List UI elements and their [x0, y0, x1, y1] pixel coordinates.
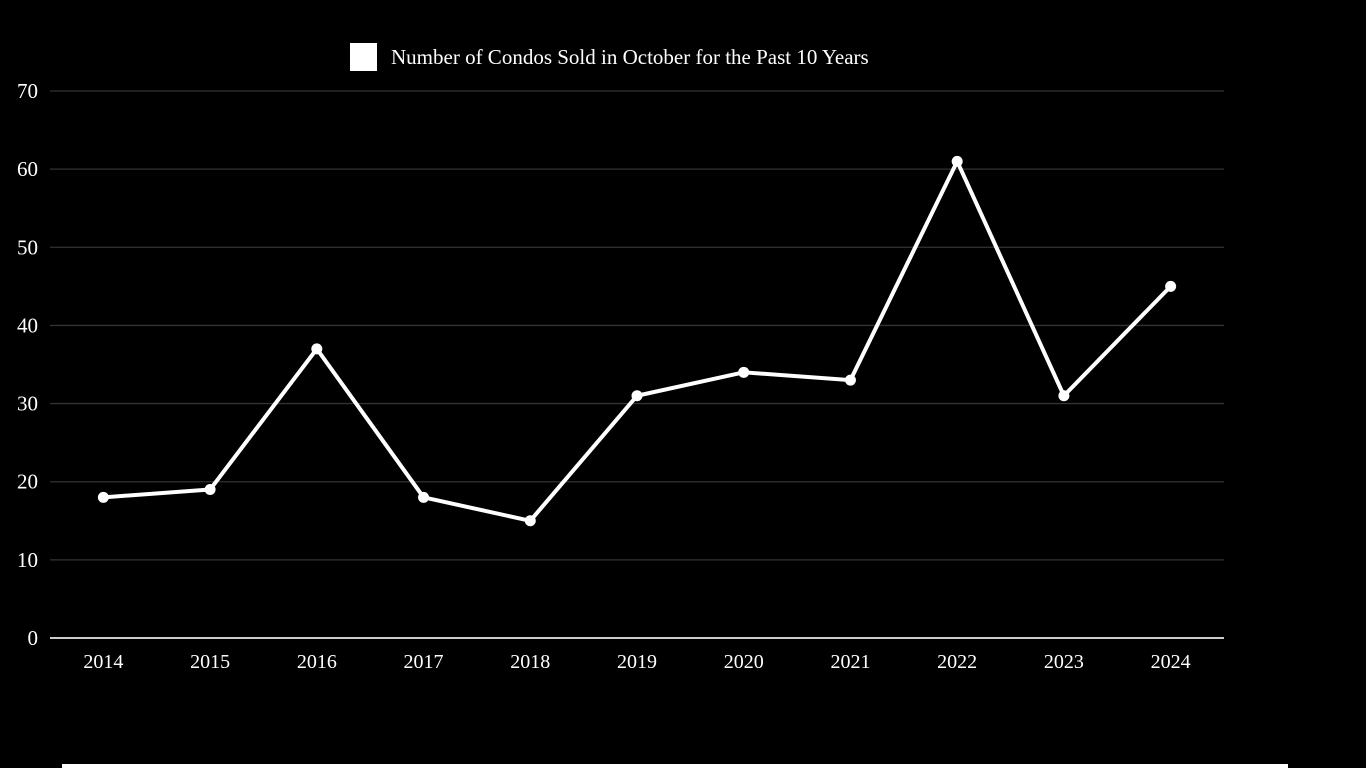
x-axis-tick-label: 2018 [510, 651, 550, 673]
x-axis-tick-label: 2023 [1044, 651, 1084, 673]
data-point-marker [418, 491, 430, 503]
data-point-marker [1165, 280, 1177, 292]
line-chart-plot-area: 0 10 20 30 40 50 60 70 2014 2015 2016 2017 2018 2019 2… [17, 79, 1224, 673]
y-axis-tick-label: 70 [17, 79, 38, 103]
legend-swatch-icon [350, 43, 377, 71]
x-axis-tick-label: 2019 [617, 651, 657, 673]
x-axis-tick-label: 2014 [83, 651, 123, 673]
data-point-marker [844, 374, 856, 386]
y-axis-tick-label: 30 [17, 392, 38, 416]
y-axis-tick-label: 0 [28, 626, 39, 650]
data-point-marker [738, 366, 750, 378]
data-point-marker [1058, 390, 1070, 402]
x-axis-tick-label: 2015 [190, 651, 230, 673]
data-point-marker [97, 491, 109, 503]
x-axis-tick-label: 2024 [1151, 651, 1191, 673]
data-point-marker [311, 343, 323, 355]
y-axis-tick-label: 10 [17, 548, 38, 572]
x-axis-tick-label: 2016 [297, 651, 337, 673]
data-point-marker [204, 484, 216, 496]
data-point-marker [524, 515, 536, 527]
y-axis-tick-label: 60 [17, 157, 38, 181]
series-line [101, 159, 1173, 523]
data-point-marker [631, 390, 643, 402]
legend: Number of Condos Sold in October for the… [350, 43, 869, 71]
y-axis-tick-label: 40 [17, 313, 38, 337]
x-axis-tick-label: 2020 [724, 651, 764, 673]
legend-label: Number of Condos Sold in October for the… [391, 45, 869, 69]
bottom-panel-top-edge [62, 764, 1288, 768]
data-point-marker [951, 155, 963, 167]
y-axis-tick-label: 20 [17, 470, 38, 494]
x-axis-tick-label: 2022 [937, 651, 977, 673]
x-axis-tick-label: 2017 [404, 651, 444, 673]
y-axis-tick-label: 50 [17, 235, 38, 259]
x-axis-tick-label: 2021 [830, 651, 870, 673]
